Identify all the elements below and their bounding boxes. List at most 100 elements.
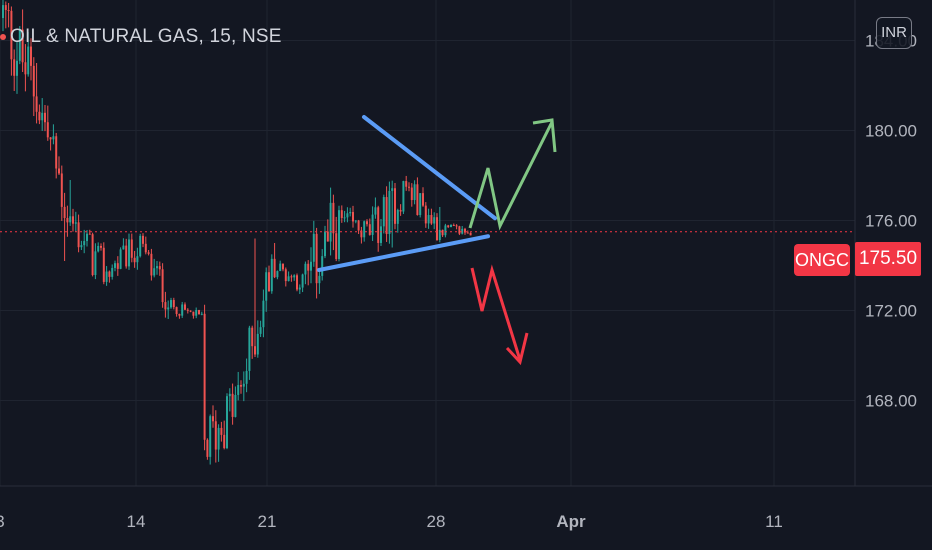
candle-body <box>343 217 346 219</box>
x-tick-label: Apr <box>556 512 586 531</box>
candle-body <box>455 225 458 227</box>
candle-body <box>380 226 382 243</box>
bearish-arrowhead <box>505 332 529 366</box>
candle-body <box>301 274 304 288</box>
candle-body <box>55 136 58 169</box>
candle-body <box>46 122 49 138</box>
candle-body <box>128 239 130 267</box>
candle-body <box>102 247 105 282</box>
candle-body <box>318 275 321 284</box>
candle-body <box>304 263 307 275</box>
candle-body <box>186 309 189 311</box>
candle-body <box>7 9 10 11</box>
candle-body <box>200 313 203 315</box>
candle-body <box>444 225 447 236</box>
candle-body <box>175 307 178 314</box>
drawing-layer[interactable] <box>317 115 557 366</box>
candle-body <box>287 276 290 282</box>
candle-body <box>212 416 214 422</box>
candle-body <box>357 220 360 231</box>
candle-body <box>223 434 226 449</box>
candle-body <box>178 313 181 316</box>
candle-body <box>228 393 231 397</box>
candle-body <box>466 232 469 234</box>
candle-body <box>21 29 24 63</box>
support-trendline[interactable] <box>317 234 490 272</box>
candle-body <box>279 263 282 272</box>
candle-body <box>206 439 209 457</box>
candle-body <box>416 184 419 216</box>
candle-body <box>130 239 133 258</box>
bearish-arrow[interactable] <box>470 264 522 361</box>
candle-body <box>4 5 7 10</box>
candle-body <box>147 252 150 254</box>
candle-body <box>10 10 13 60</box>
candle-body <box>352 212 354 222</box>
candle-body <box>310 261 312 271</box>
time-axis[interactable]: 3 14 21 28 Apr 11 <box>0 512 783 531</box>
candle-body <box>139 235 142 257</box>
candle-body <box>419 193 422 216</box>
candle-body <box>38 111 41 121</box>
candle-body <box>136 256 139 263</box>
candle-body <box>368 224 371 235</box>
candle-body <box>363 221 366 238</box>
candle-body <box>388 190 391 235</box>
x-tick-label: 14 <box>127 512 146 531</box>
bullish-arrow[interactable] <box>468 121 554 231</box>
candle-body <box>408 186 410 188</box>
candle-body <box>142 235 144 244</box>
candle-body <box>340 210 343 218</box>
candle-body <box>119 249 122 269</box>
candle-body <box>321 256 324 276</box>
candle-body <box>262 300 265 328</box>
candle-body <box>436 217 438 241</box>
candle-body <box>450 225 452 228</box>
candle-body <box>298 287 301 290</box>
candle-body <box>254 346 256 355</box>
candle-body <box>245 370 248 384</box>
candle-body <box>242 383 245 387</box>
candle-body <box>270 258 273 292</box>
candle-body <box>424 205 427 224</box>
candle-body <box>332 202 335 234</box>
candle-body <box>452 225 455 227</box>
candle-body <box>231 393 234 417</box>
candle-body <box>220 427 223 435</box>
symbol-tag: ONGC <box>794 244 850 276</box>
candle-body <box>307 263 310 271</box>
candle-body <box>35 96 38 112</box>
candle-body <box>410 187 413 201</box>
candle-body <box>217 427 220 450</box>
candle-body <box>116 263 119 269</box>
candle-body <box>74 222 77 224</box>
candle-body <box>2 5 4 18</box>
candle-body <box>377 207 380 243</box>
candle-body <box>248 327 251 371</box>
candle-body <box>265 272 268 301</box>
candle-body <box>240 385 242 387</box>
candle-body <box>63 206 66 218</box>
candle-body <box>30 46 32 66</box>
candle-body <box>430 215 433 224</box>
candle-body <box>447 225 450 228</box>
candle-body <box>172 300 175 308</box>
x-tick-label: 11 <box>765 512 783 531</box>
candle-body <box>32 65 35 97</box>
candle-body <box>312 233 315 262</box>
resistance-trendline[interactable] <box>362 115 497 221</box>
candle-body <box>94 251 97 276</box>
candle-body <box>80 245 83 248</box>
candle-body <box>108 271 111 277</box>
candle-body <box>114 263 116 268</box>
currency-button[interactable]: INR <box>876 17 912 49</box>
candle-body <box>226 396 228 449</box>
candle-body <box>52 136 55 140</box>
x-tick-label: 3 <box>0 512 5 531</box>
candle-body <box>413 184 416 201</box>
candle-body <box>427 215 430 224</box>
candle-body <box>296 275 298 290</box>
y-tick-label: 172.00 <box>865 302 917 321</box>
candle-body <box>251 327 254 347</box>
